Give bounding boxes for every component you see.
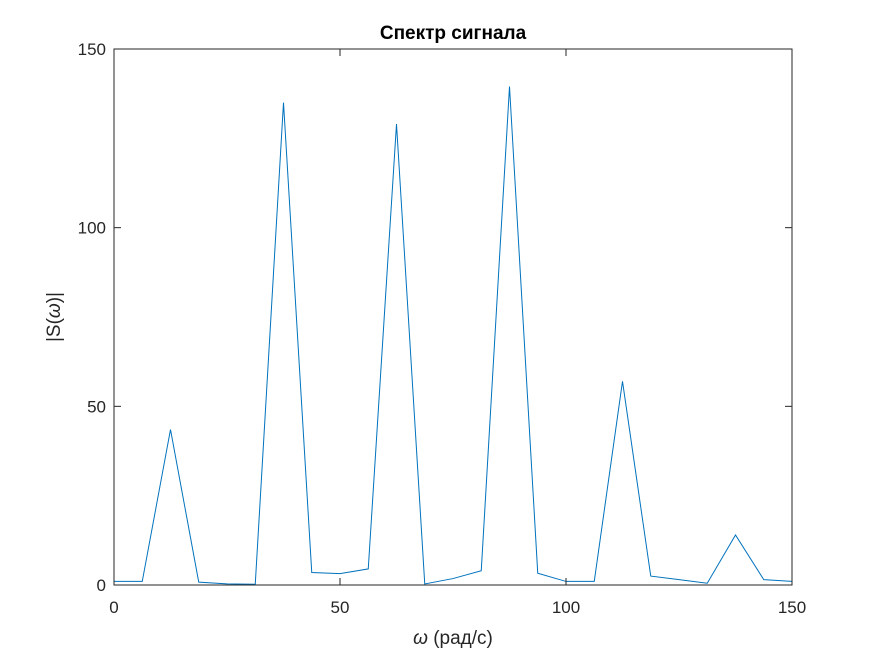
axes-background [114, 49, 792, 585]
y-tick-label: 100 [78, 219, 106, 238]
x-axis-label-text: (рад/с) [428, 628, 493, 649]
y-tick-label: 50 [87, 397, 106, 416]
y-tick-label: 0 [97, 576, 106, 595]
x-axis-label-symbol: ω [413, 628, 428, 649]
y-axis-label: |S(ω)| [44, 292, 65, 342]
y-axis-label-symbol: ω [44, 303, 65, 318]
x-tick-label: 100 [552, 598, 580, 617]
chart-title: Спектр сигнала [380, 23, 527, 44]
y-axis-label-prefix: |S( [44, 317, 65, 342]
x-tick-label: 50 [331, 598, 350, 617]
x-axis-label: ω (рад/с) [413, 628, 493, 649]
ticks-layer: 0 50 100 150 0 50 100 150 [78, 40, 807, 617]
x-tick-label: 0 [109, 598, 118, 617]
y-tick-label: 150 [78, 40, 106, 59]
y-axis-label-suffix: )| [44, 292, 65, 303]
series-layer [114, 86, 793, 585]
axes-box [113, 48, 793, 586]
x-tick-label: 150 [778, 598, 806, 617]
spectrum-series-line [114, 86, 793, 585]
